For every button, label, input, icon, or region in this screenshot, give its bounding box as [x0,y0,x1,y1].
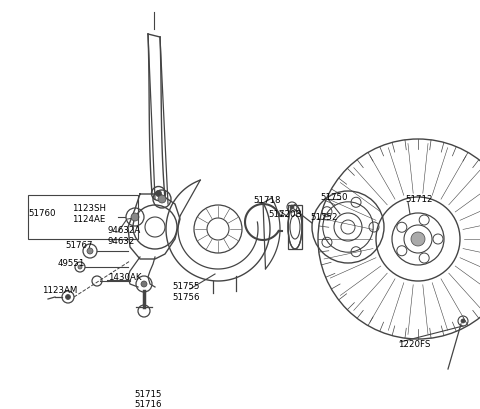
Circle shape [87,248,93,254]
Circle shape [290,205,294,209]
Text: 51760: 51760 [28,209,56,218]
Circle shape [65,295,71,300]
Text: 51718: 51718 [253,196,280,205]
Bar [288,205,302,249]
Circle shape [141,281,147,287]
Text: 49551: 49551 [58,258,85,267]
Circle shape [411,232,425,246]
Text: 51750: 51750 [320,193,348,202]
Circle shape [158,196,166,204]
Circle shape [156,191,161,197]
Text: 51720B: 51720B [268,210,301,219]
Text: 1220FS: 1220FS [398,339,431,348]
Text: 1430AK: 1430AK [108,273,142,282]
Text: 1123AM: 1123AM [42,286,77,295]
Circle shape [78,265,82,270]
Circle shape [131,213,139,221]
Text: 51712: 51712 [405,195,432,204]
Circle shape [461,319,465,323]
Bar [28,196,138,239]
Text: 51715
51716: 51715 51716 [134,389,162,409]
Text: 51752: 51752 [310,213,337,222]
Text: 51767: 51767 [65,241,93,250]
Text: 1123SH
1124AE: 1123SH 1124AE [72,204,106,223]
Text: 94632A
94632: 94632A 94632 [108,226,141,245]
Text: 51755
51756: 51755 51756 [172,282,200,301]
